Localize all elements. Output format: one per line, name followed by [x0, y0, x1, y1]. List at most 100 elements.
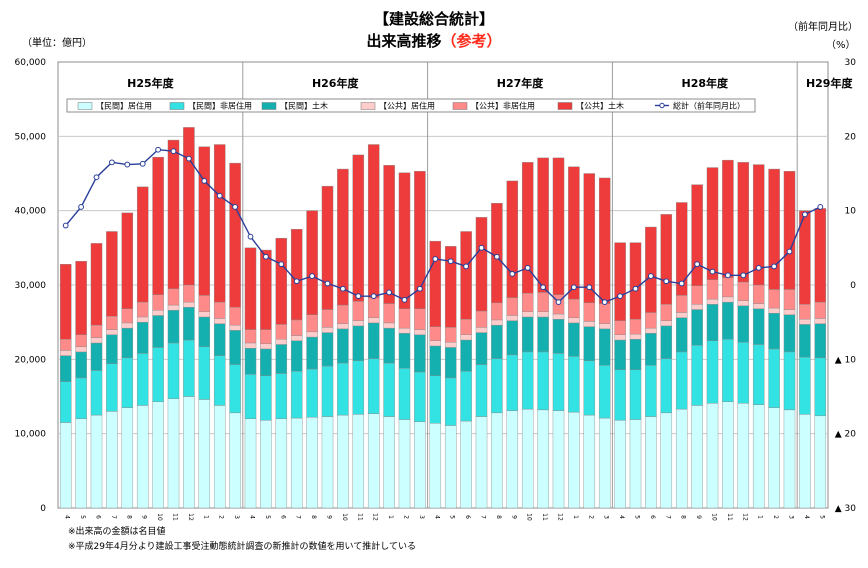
bar-segment: [491, 412, 503, 509]
yoy-marker: [648, 273, 654, 279]
bar-segment: [337, 362, 349, 416]
bar-segment: [337, 414, 349, 509]
x-axis-tick-label: 1: [202, 515, 209, 519]
yoy-marker: [663, 278, 670, 285]
legend-swatch: [261, 102, 277, 110]
bar-segment: [398, 333, 411, 369]
bar-segment: [121, 407, 134, 509]
yoy-marker: [324, 280, 331, 287]
legend-marker-swatch: [659, 102, 665, 109]
bar-segment: [706, 304, 719, 341]
right-axis-tick: 10: [845, 207, 857, 217]
yoy-marker: [494, 253, 500, 260]
bar-segment: [229, 330, 241, 365]
bar-segment: [537, 351, 549, 411]
bar-segment: [691, 345, 703, 406]
bar-segment: [429, 340, 442, 347]
bar-segment: [598, 303, 611, 324]
x-axis-tick-label: 11: [726, 513, 733, 521]
yoy-marker: [802, 211, 808, 218]
bar-segment: [367, 322, 380, 359]
bar-segment: [106, 316, 118, 330]
x-axis-tick-label: 11: [541, 513, 548, 521]
bar-segment: [491, 203, 503, 304]
right-axis-tick: ▲ 10: [835, 355, 857, 365]
bar-segment: [475, 416, 488, 509]
bar-segment: [737, 300, 750, 307]
bar-segment: [506, 180, 519, 298]
bar-segment: [167, 342, 180, 399]
x-axis-tick-label: 8: [125, 515, 132, 519]
left-axis-tick: 60,000: [15, 58, 47, 68]
bar-segment: [244, 374, 257, 420]
bar-segment: [429, 345, 442, 376]
bar-segment: [414, 171, 426, 309]
bar-segment: [213, 144, 226, 303]
bar-segment: [229, 307, 241, 326]
yoy-marker: [278, 261, 285, 268]
yoy-marker: [93, 174, 100, 181]
fiscal-year-label: H29年度: [806, 76, 854, 90]
bar-segment: [660, 412, 673, 509]
bar-segment: [660, 320, 673, 327]
bar-segment: [675, 408, 688, 509]
yoy-marker: [632, 285, 639, 292]
fiscal-year-label: H25年度: [127, 76, 175, 90]
x-axis-tick-label: 9: [141, 515, 148, 519]
bar-segment: [521, 351, 534, 410]
bar-segment: [521, 162, 534, 294]
bar-segment: [675, 317, 688, 353]
bar-segment: [167, 288, 180, 306]
bar-segment: [783, 289, 796, 310]
chart-subtitle: 出来高推移（参考）: [0, 30, 868, 51]
bar-segment: [136, 353, 149, 406]
bar-segment: [799, 356, 811, 415]
bar-segment: [521, 408, 534, 509]
bar-segment: [537, 316, 549, 353]
bar-segment: [198, 346, 211, 400]
bar-segment: [414, 329, 426, 336]
right-axis-tick: 0: [850, 281, 856, 291]
yoy-marker: [309, 273, 316, 279]
bar-segment: [106, 411, 118, 509]
bar-segment: [645, 416, 657, 509]
bar-segment: [306, 336, 318, 370]
x-axis-tick-label: 4: [433, 515, 440, 519]
yoy-line: [65, 148, 821, 304]
x-axis-tick-label: 2: [772, 515, 779, 519]
bar-segment: [460, 339, 472, 372]
bar-segment: [568, 317, 580, 324]
bar-segment: [121, 212, 134, 309]
yoy-marker: [340, 285, 346, 292]
bar-segment: [706, 298, 719, 305]
right-axis-unit-percent: （%）: [826, 40, 856, 51]
bar-segment: [768, 313, 780, 350]
bar-segment: [398, 419, 411, 509]
yoy-marker: [786, 248, 793, 255]
bar-segment: [59, 355, 72, 382]
yoy-marker: [509, 270, 516, 277]
yoy-marker: [370, 293, 377, 300]
yoy-marker: [463, 263, 470, 270]
x-axis-tick-label: 6: [649, 515, 656, 519]
x-axis-tick-label: 3: [418, 515, 425, 519]
x-axis-tick-label: 9: [695, 515, 702, 519]
bar-segment: [290, 229, 303, 321]
bar-segment: [59, 263, 72, 340]
bar-segment: [660, 358, 673, 414]
yoy-marker: [755, 265, 762, 271]
bar-segment: [752, 344, 765, 405]
bar-segment: [383, 165, 395, 304]
bar-segment: [152, 294, 164, 311]
x-axis-tick-label: 8: [495, 515, 502, 519]
right-axis-tick: ▲ 30: [835, 504, 857, 514]
bar-segment: [799, 324, 811, 358]
x-axis-tick-label: 6: [279, 515, 286, 519]
bar-segment: [59, 381, 72, 423]
bar-segment: [521, 316, 534, 353]
bar-segment: [183, 339, 195, 397]
x-axis-tick-label: 7: [110, 515, 117, 519]
bar-segment: [783, 351, 796, 411]
yoy-marker: [478, 244, 485, 251]
bar-segment: [799, 318, 811, 325]
